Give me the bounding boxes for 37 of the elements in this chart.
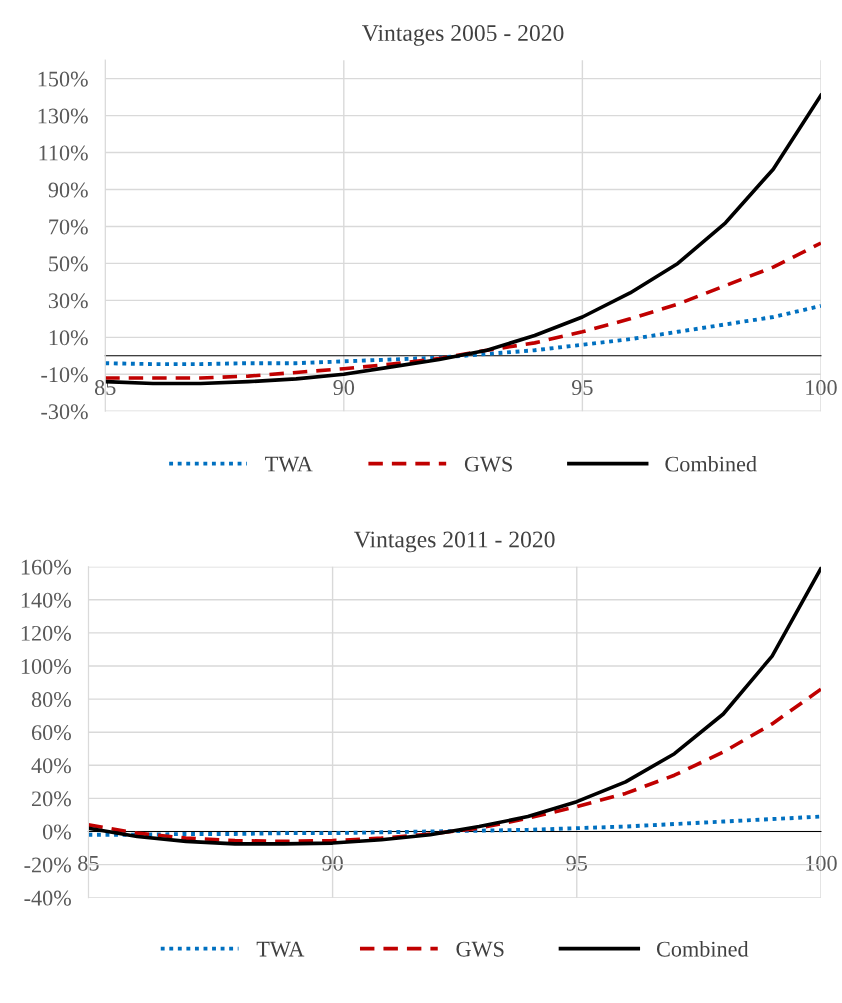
y-tick-label: 160% — [21, 559, 71, 575]
x-tick-label: 85 — [78, 855, 99, 871]
y-tick-label: 150% — [38, 71, 88, 87]
x-tick-label: 90 — [333, 380, 355, 396]
line-series — [105, 241, 821, 380]
y-tick-label: 50% — [49, 256, 88, 272]
y-tick-label: 70% — [49, 219, 88, 235]
legend-label: TWA — [256, 941, 305, 957]
y-tick-label: 90% — [48, 182, 88, 198]
y-tick-label: 30% — [48, 293, 88, 309]
y-tick-label: -20% — [24, 857, 71, 873]
y-tick-label: 60% — [31, 725, 71, 741]
x-tick-label: 100 — [806, 855, 837, 871]
y-tick-label: 100% — [21, 658, 71, 674]
y-tick-label: 20% — [31, 791, 71, 807]
y-tick-label: -10% — [41, 367, 88, 383]
legend-label: Combined — [656, 940, 749, 957]
y-tick-label: 40% — [31, 758, 71, 774]
chart-title: Vintages 2011 - 2020 — [354, 531, 555, 553]
y-tick-label: -30% — [41, 404, 88, 420]
legend-label: TWA — [265, 456, 313, 472]
line-series — [88, 814, 821, 837]
y-tick-label: 110% — [39, 145, 88, 161]
chart-title: Vintages 2005 - 2020 — [362, 25, 564, 46]
y-tick-label: -40% — [24, 890, 71, 906]
y-tick-label: 10% — [49, 330, 88, 346]
legend-label: GWS — [456, 941, 504, 957]
y-tick-label: 80% — [31, 692, 71, 708]
y-tick-label: 130% — [38, 108, 88, 124]
legend-label: GWS — [464, 456, 512, 472]
x-tick-label: 100 — [806, 380, 837, 396]
legend-label: Combined — [665, 455, 757, 472]
x-tick-label: 95 — [571, 380, 593, 396]
y-tick-label: 0% — [42, 824, 71, 840]
line-series — [88, 687, 821, 844]
y-tick-label: 120% — [21, 625, 71, 641]
y-tick-label: 140% — [21, 592, 71, 608]
